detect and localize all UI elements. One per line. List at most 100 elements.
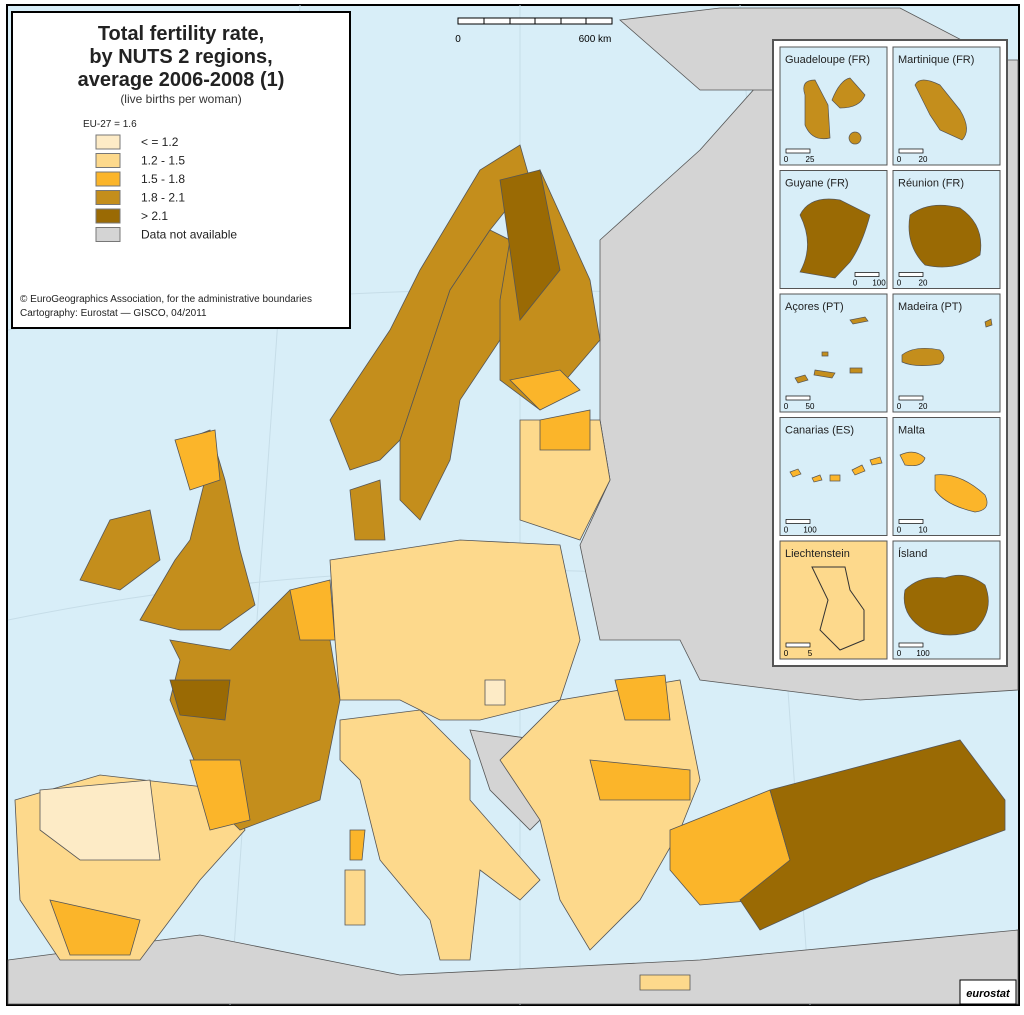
legend-label: 1.5 - 1.8 [141,172,185,186]
inset-region [899,451,988,513]
inset-scale-bar [898,395,924,401]
scale-label: 0 [455,34,461,45]
legend-swatch [95,208,121,224]
credit: Cartography: Eurostat — GISCO, 04/2011 [20,308,207,319]
region [344,869,366,926]
inset-name: Martinique (FR) [898,54,974,66]
inset-name: Malta [898,425,926,437]
inset-region [901,318,993,366]
inset-scale-label: 0 [897,526,902,535]
region [589,759,691,801]
region [484,679,506,706]
logo: eurostat [959,979,1017,1005]
inset-name: Liechtenstein [785,548,850,560]
inset-scale-label: 50 [806,402,815,411]
region [349,829,366,861]
title-line: by NUTS 2 regions, [89,46,272,68]
legend-label: Data not available [141,228,237,242]
inset-region [799,198,871,279]
inset-scale-label: 100 [872,279,886,288]
inset-scale-bar [785,395,811,401]
inset-region [803,77,866,145]
region [174,429,221,491]
inset-scale-label: 0 [897,279,902,288]
inset-scale-bar [854,272,880,277]
inset-region [908,204,982,268]
legend-swatch [95,190,121,205]
inset-scale-bar [898,519,924,524]
inset-scale-bar [785,519,811,524]
inset-name: Guyane (FR) [785,178,849,190]
inset-region [794,316,869,384]
inset-scale-bar [785,642,811,648]
scale-label: 600 km [579,34,612,45]
region [509,369,581,411]
inset-name: Madeira (PT) [898,301,962,313]
region [349,479,386,541]
inset-name: Açores (PT) [785,301,844,313]
inset-scale-label: 20 [919,155,928,164]
legend-label: 1.8 - 2.1 [141,191,185,205]
region [79,509,161,591]
inset-scale-label: 0 [897,402,902,411]
inset-name: Ísland [898,547,927,560]
title-line: average 2006-2008 (1) [78,69,285,91]
inset-scale-label: 5 [808,649,813,658]
logo-box [959,979,1017,1005]
inset-region [914,79,967,141]
credit: © EuroGeographics Association, for the a… [20,294,312,305]
legend-frame [11,11,351,329]
region [614,674,671,721]
region [49,899,141,956]
region [539,409,591,451]
scale-bar: 0 600 km [455,17,613,45]
legend-label: 1.2 - 1.5 [141,154,185,168]
inset-scale-label: 0 [784,402,789,411]
title-line: Total fertility rate, [98,23,264,45]
logo-text: eurostat [966,988,1011,1000]
inset-scale-label: 100 [803,526,817,535]
inset-scale-label: 20 [919,279,928,288]
region [39,779,161,861]
inset-scale-label: 0 [853,279,858,288]
inset-scale-label: 25 [806,155,815,164]
inset-scale-bar [898,148,924,154]
inset-scale-label: 10 [919,526,928,535]
legend-label: > 2.1 [141,209,168,223]
region [7,929,1019,1005]
region [499,169,561,321]
inset-name: Guadeloupe (FR) [785,54,870,66]
inset-scale-label: 0 [897,649,902,658]
inset-region [789,456,883,483]
region [639,974,691,991]
subtitle: (live births per woman) [120,92,241,106]
inset-scale-label: 100 [916,649,930,658]
eu-average: EU-27 = 1.6 [83,119,137,130]
region [169,679,231,721]
region [189,759,251,831]
inset-region [811,566,865,651]
inset-scale-label: 0 [897,155,902,164]
region [399,229,511,521]
inset-region [903,574,989,636]
inset-scale-label: 0 [784,155,789,164]
region [339,709,541,961]
inset-panel: Guadeloupe (FR) 0 25 Martinique (FR) 0 20 Guya… [772,39,1008,667]
region [329,539,581,721]
legend-label: < = 1.2 [141,135,179,149]
inset-scale-bar [898,642,924,648]
inset-box [779,293,888,413]
inset-scale-label: 0 [784,526,789,535]
inset-scale-label: 0 [784,649,789,658]
legend-swatch [95,227,121,242]
inset-box [779,46,888,166]
inset-name: Réunion (FR) [898,178,964,190]
inset-scale-bar [898,272,924,277]
region [739,739,1006,931]
inset-name: Canarias (ES) [785,425,854,437]
region [499,679,701,951]
inset-scale-label: 20 [919,402,928,411]
inset-box [779,540,888,660]
legend-panel: Total fertility rate,by NUTS 2 regions,a… [11,11,351,329]
